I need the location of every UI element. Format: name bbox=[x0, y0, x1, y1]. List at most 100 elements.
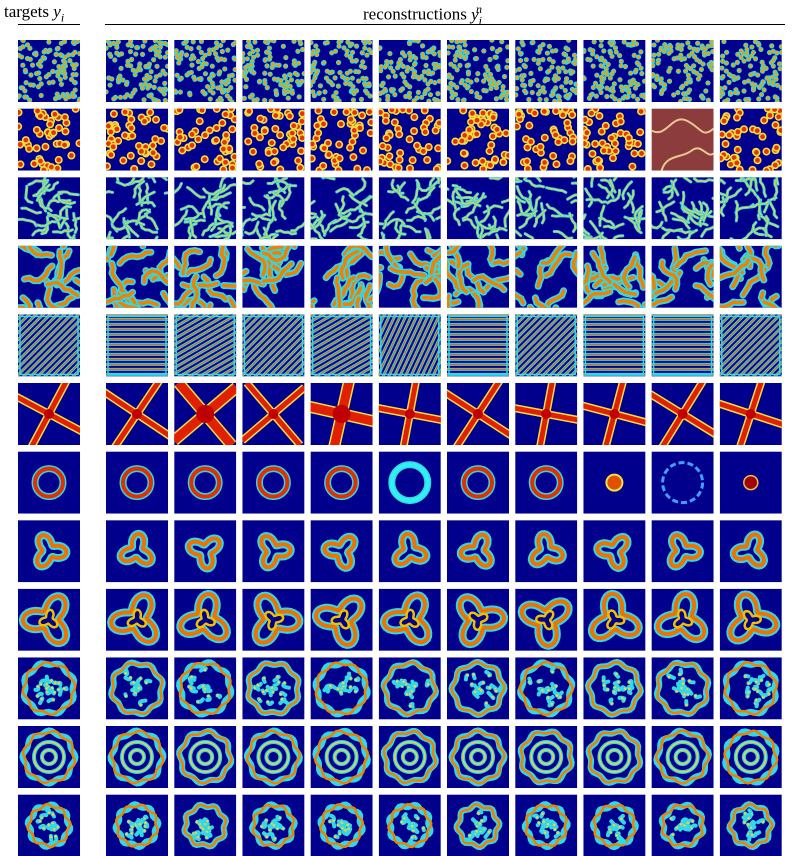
spot bbox=[162, 54, 168, 60]
maze-inner bbox=[488, 245, 495, 266]
spot bbox=[133, 51, 139, 57]
cell-bg bbox=[106, 520, 168, 583]
maze-inner bbox=[776, 177, 779, 185]
stripe-inner bbox=[378, 314, 435, 377]
blob-core bbox=[276, 675, 279, 679]
spot bbox=[427, 92, 434, 98]
stripe-inner bbox=[719, 314, 780, 373]
targets-symbol: y bbox=[53, 2, 61, 21]
cell-bg bbox=[651, 520, 714, 583]
pattern-image bbox=[174, 177, 237, 240]
maze-inner bbox=[627, 217, 642, 234]
maze-inner bbox=[73, 217, 80, 221]
spot bbox=[301, 70, 305, 77]
cell-bg bbox=[242, 726, 305, 788]
spot bbox=[502, 129, 509, 138]
spot bbox=[475, 71, 481, 77]
spot bbox=[406, 90, 413, 96]
maze-inner bbox=[22, 264, 54, 283]
maze-inner bbox=[208, 193, 213, 215]
spot bbox=[70, 40, 76, 45]
blob-core bbox=[45, 682, 48, 686]
reconstructions-superscript: n bbox=[476, 2, 482, 16]
maze-inner bbox=[435, 216, 441, 220]
spot bbox=[298, 41, 304, 47]
spot bbox=[189, 62, 195, 68]
maze-inner bbox=[546, 187, 567, 193]
pattern-image bbox=[174, 588, 237, 651]
trefoil-core bbox=[330, 609, 351, 630]
spot bbox=[267, 138, 276, 147]
pattern-image bbox=[515, 108, 578, 171]
maze-inner bbox=[211, 192, 231, 201]
spot bbox=[39, 166, 48, 171]
spot bbox=[333, 95, 339, 101]
maze-inner bbox=[387, 182, 406, 193]
spot bbox=[367, 118, 373, 127]
spot bbox=[419, 94, 425, 100]
spot bbox=[500, 87, 506, 94]
spot bbox=[155, 98, 162, 102]
maze-inner bbox=[355, 296, 361, 308]
spot bbox=[635, 54, 642, 60]
spot bbox=[107, 150, 116, 159]
blob-core bbox=[628, 687, 631, 691]
blob-core bbox=[125, 832, 128, 836]
ring-inner bbox=[41, 749, 57, 765]
maze-inner bbox=[759, 177, 767, 197]
spot bbox=[489, 113, 498, 122]
spot bbox=[674, 55, 680, 61]
spot bbox=[398, 108, 407, 114]
maze-inner bbox=[137, 209, 151, 222]
spot bbox=[218, 118, 227, 127]
spot bbox=[125, 58, 131, 64]
spot bbox=[585, 56, 591, 62]
maze-inner bbox=[161, 291, 168, 303]
spot bbox=[58, 81, 65, 87]
spot bbox=[321, 59, 327, 66]
maze-inner bbox=[343, 249, 366, 279]
border bbox=[311, 315, 372, 376]
spot bbox=[517, 50, 523, 56]
trefoil-inner bbox=[35, 533, 69, 569]
pattern-image bbox=[378, 314, 441, 377]
spot bbox=[271, 111, 280, 120]
blob-core bbox=[57, 688, 60, 692]
pattern-image bbox=[651, 314, 714, 377]
spot bbox=[49, 128, 58, 137]
spot bbox=[229, 99, 235, 102]
pattern-image bbox=[719, 657, 782, 720]
maze-inner bbox=[312, 210, 324, 228]
blob-core bbox=[344, 828, 347, 832]
spot bbox=[137, 61, 143, 67]
pattern-image bbox=[106, 520, 168, 583]
spot bbox=[148, 69, 154, 75]
spot bbox=[207, 96, 213, 102]
spot bbox=[351, 90, 357, 97]
stripe-inner bbox=[174, 314, 237, 367]
maze-inner bbox=[571, 182, 578, 185]
spot bbox=[675, 89, 681, 96]
maze-inner bbox=[762, 300, 778, 308]
maze-inner bbox=[419, 186, 435, 201]
stripe-inner bbox=[242, 314, 305, 377]
stripe-inner bbox=[244, 315, 305, 377]
maze-inner bbox=[672, 218, 690, 229]
blob-core bbox=[618, 825, 622, 829]
maze-inner bbox=[411, 278, 425, 308]
spot bbox=[353, 164, 362, 171]
spot bbox=[733, 75, 739, 81]
maze-inner bbox=[659, 260, 679, 291]
spot bbox=[210, 72, 216, 78]
maze-inner bbox=[683, 177, 692, 183]
maze-inner bbox=[271, 234, 279, 240]
maze-inner bbox=[651, 280, 665, 287]
stripe-inner bbox=[242, 314, 305, 377]
spot bbox=[118, 51, 125, 57]
spot bbox=[762, 166, 771, 171]
spot bbox=[447, 156, 452, 165]
spot bbox=[474, 77, 480, 83]
trefoil-inner bbox=[728, 592, 779, 643]
blob-core bbox=[216, 694, 219, 697]
